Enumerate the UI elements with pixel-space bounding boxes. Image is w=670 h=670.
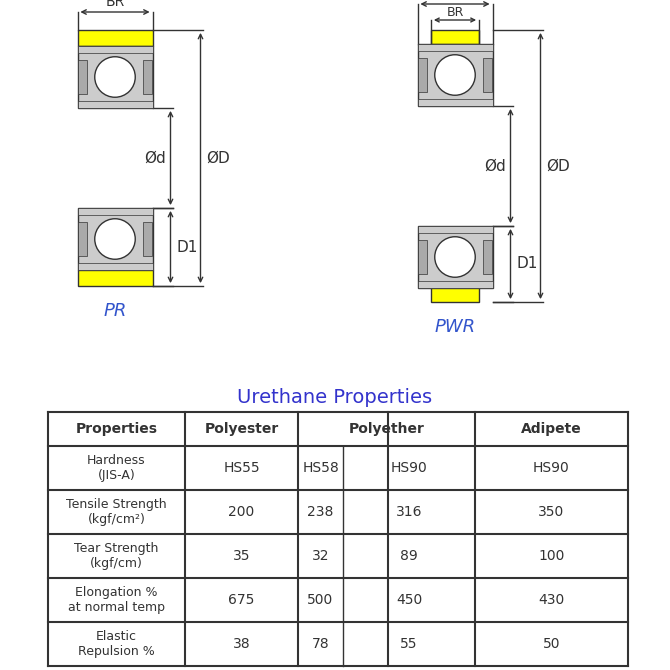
Text: HS58: HS58 (302, 461, 339, 475)
Circle shape (94, 218, 135, 259)
FancyBboxPatch shape (417, 226, 492, 233)
FancyBboxPatch shape (78, 208, 153, 216)
Text: 500: 500 (308, 593, 334, 607)
Text: 55: 55 (400, 637, 418, 651)
FancyBboxPatch shape (78, 46, 153, 108)
FancyBboxPatch shape (143, 60, 152, 94)
FancyBboxPatch shape (78, 46, 153, 54)
Text: 78: 78 (312, 637, 330, 651)
Text: 89: 89 (400, 549, 418, 563)
FancyBboxPatch shape (417, 44, 492, 106)
FancyBboxPatch shape (78, 208, 153, 270)
Text: B: B (456, 0, 466, 1)
Text: Ød: Ød (145, 151, 166, 165)
Text: 200: 200 (228, 505, 255, 519)
Text: BR: BR (446, 6, 464, 19)
Text: 50: 50 (543, 637, 560, 651)
FancyBboxPatch shape (418, 240, 427, 274)
FancyBboxPatch shape (78, 222, 87, 256)
Text: 238: 238 (308, 505, 334, 519)
Text: 350: 350 (539, 505, 565, 519)
Circle shape (435, 55, 475, 95)
Text: Polyether: Polyether (348, 422, 424, 436)
Text: 316: 316 (396, 505, 422, 519)
Text: 675: 675 (228, 593, 255, 607)
Text: BR: BR (105, 0, 125, 9)
Text: Properties: Properties (76, 422, 157, 436)
FancyBboxPatch shape (143, 222, 152, 256)
FancyBboxPatch shape (418, 58, 427, 92)
Text: Hardness
(JIS-A): Hardness (JIS-A) (87, 454, 146, 482)
Text: ØD: ØD (547, 159, 570, 174)
Text: PWR: PWR (434, 318, 476, 336)
Text: Urethane Properties: Urethane Properties (237, 388, 433, 407)
Circle shape (435, 237, 475, 277)
Text: Ød: Ød (484, 159, 507, 174)
Text: D1: D1 (176, 239, 198, 255)
FancyBboxPatch shape (78, 100, 153, 108)
Circle shape (94, 57, 135, 97)
Text: D1: D1 (517, 257, 538, 271)
Text: HS90: HS90 (533, 461, 570, 475)
FancyBboxPatch shape (417, 281, 492, 288)
FancyBboxPatch shape (78, 30, 153, 46)
FancyBboxPatch shape (417, 226, 492, 288)
FancyBboxPatch shape (78, 60, 87, 94)
Text: 100: 100 (538, 549, 565, 563)
Text: 450: 450 (396, 593, 422, 607)
Text: 430: 430 (539, 593, 565, 607)
Text: HS90: HS90 (391, 461, 427, 475)
Text: PR: PR (103, 302, 127, 320)
FancyBboxPatch shape (417, 98, 492, 106)
FancyBboxPatch shape (78, 263, 153, 270)
Text: Adipete: Adipete (521, 422, 582, 436)
Text: HS55: HS55 (223, 461, 260, 475)
FancyBboxPatch shape (431, 288, 479, 302)
Text: 32: 32 (312, 549, 329, 563)
FancyBboxPatch shape (431, 30, 479, 44)
FancyBboxPatch shape (417, 44, 492, 52)
Text: ØD: ØD (206, 151, 230, 165)
Text: 38: 38 (232, 637, 251, 651)
FancyBboxPatch shape (483, 58, 492, 92)
FancyBboxPatch shape (78, 270, 153, 286)
Text: Elastic
Repulsion %: Elastic Repulsion % (78, 630, 155, 658)
Text: Elongation %
at normal temp: Elongation % at normal temp (68, 586, 165, 614)
FancyBboxPatch shape (483, 240, 492, 274)
Text: Tear Strength
(kgf/cm): Tear Strength (kgf/cm) (74, 542, 159, 570)
Text: 35: 35 (232, 549, 251, 563)
Text: Polyester: Polyester (204, 422, 279, 436)
Text: Tensile Strength
(kgf/cm²): Tensile Strength (kgf/cm²) (66, 498, 167, 526)
